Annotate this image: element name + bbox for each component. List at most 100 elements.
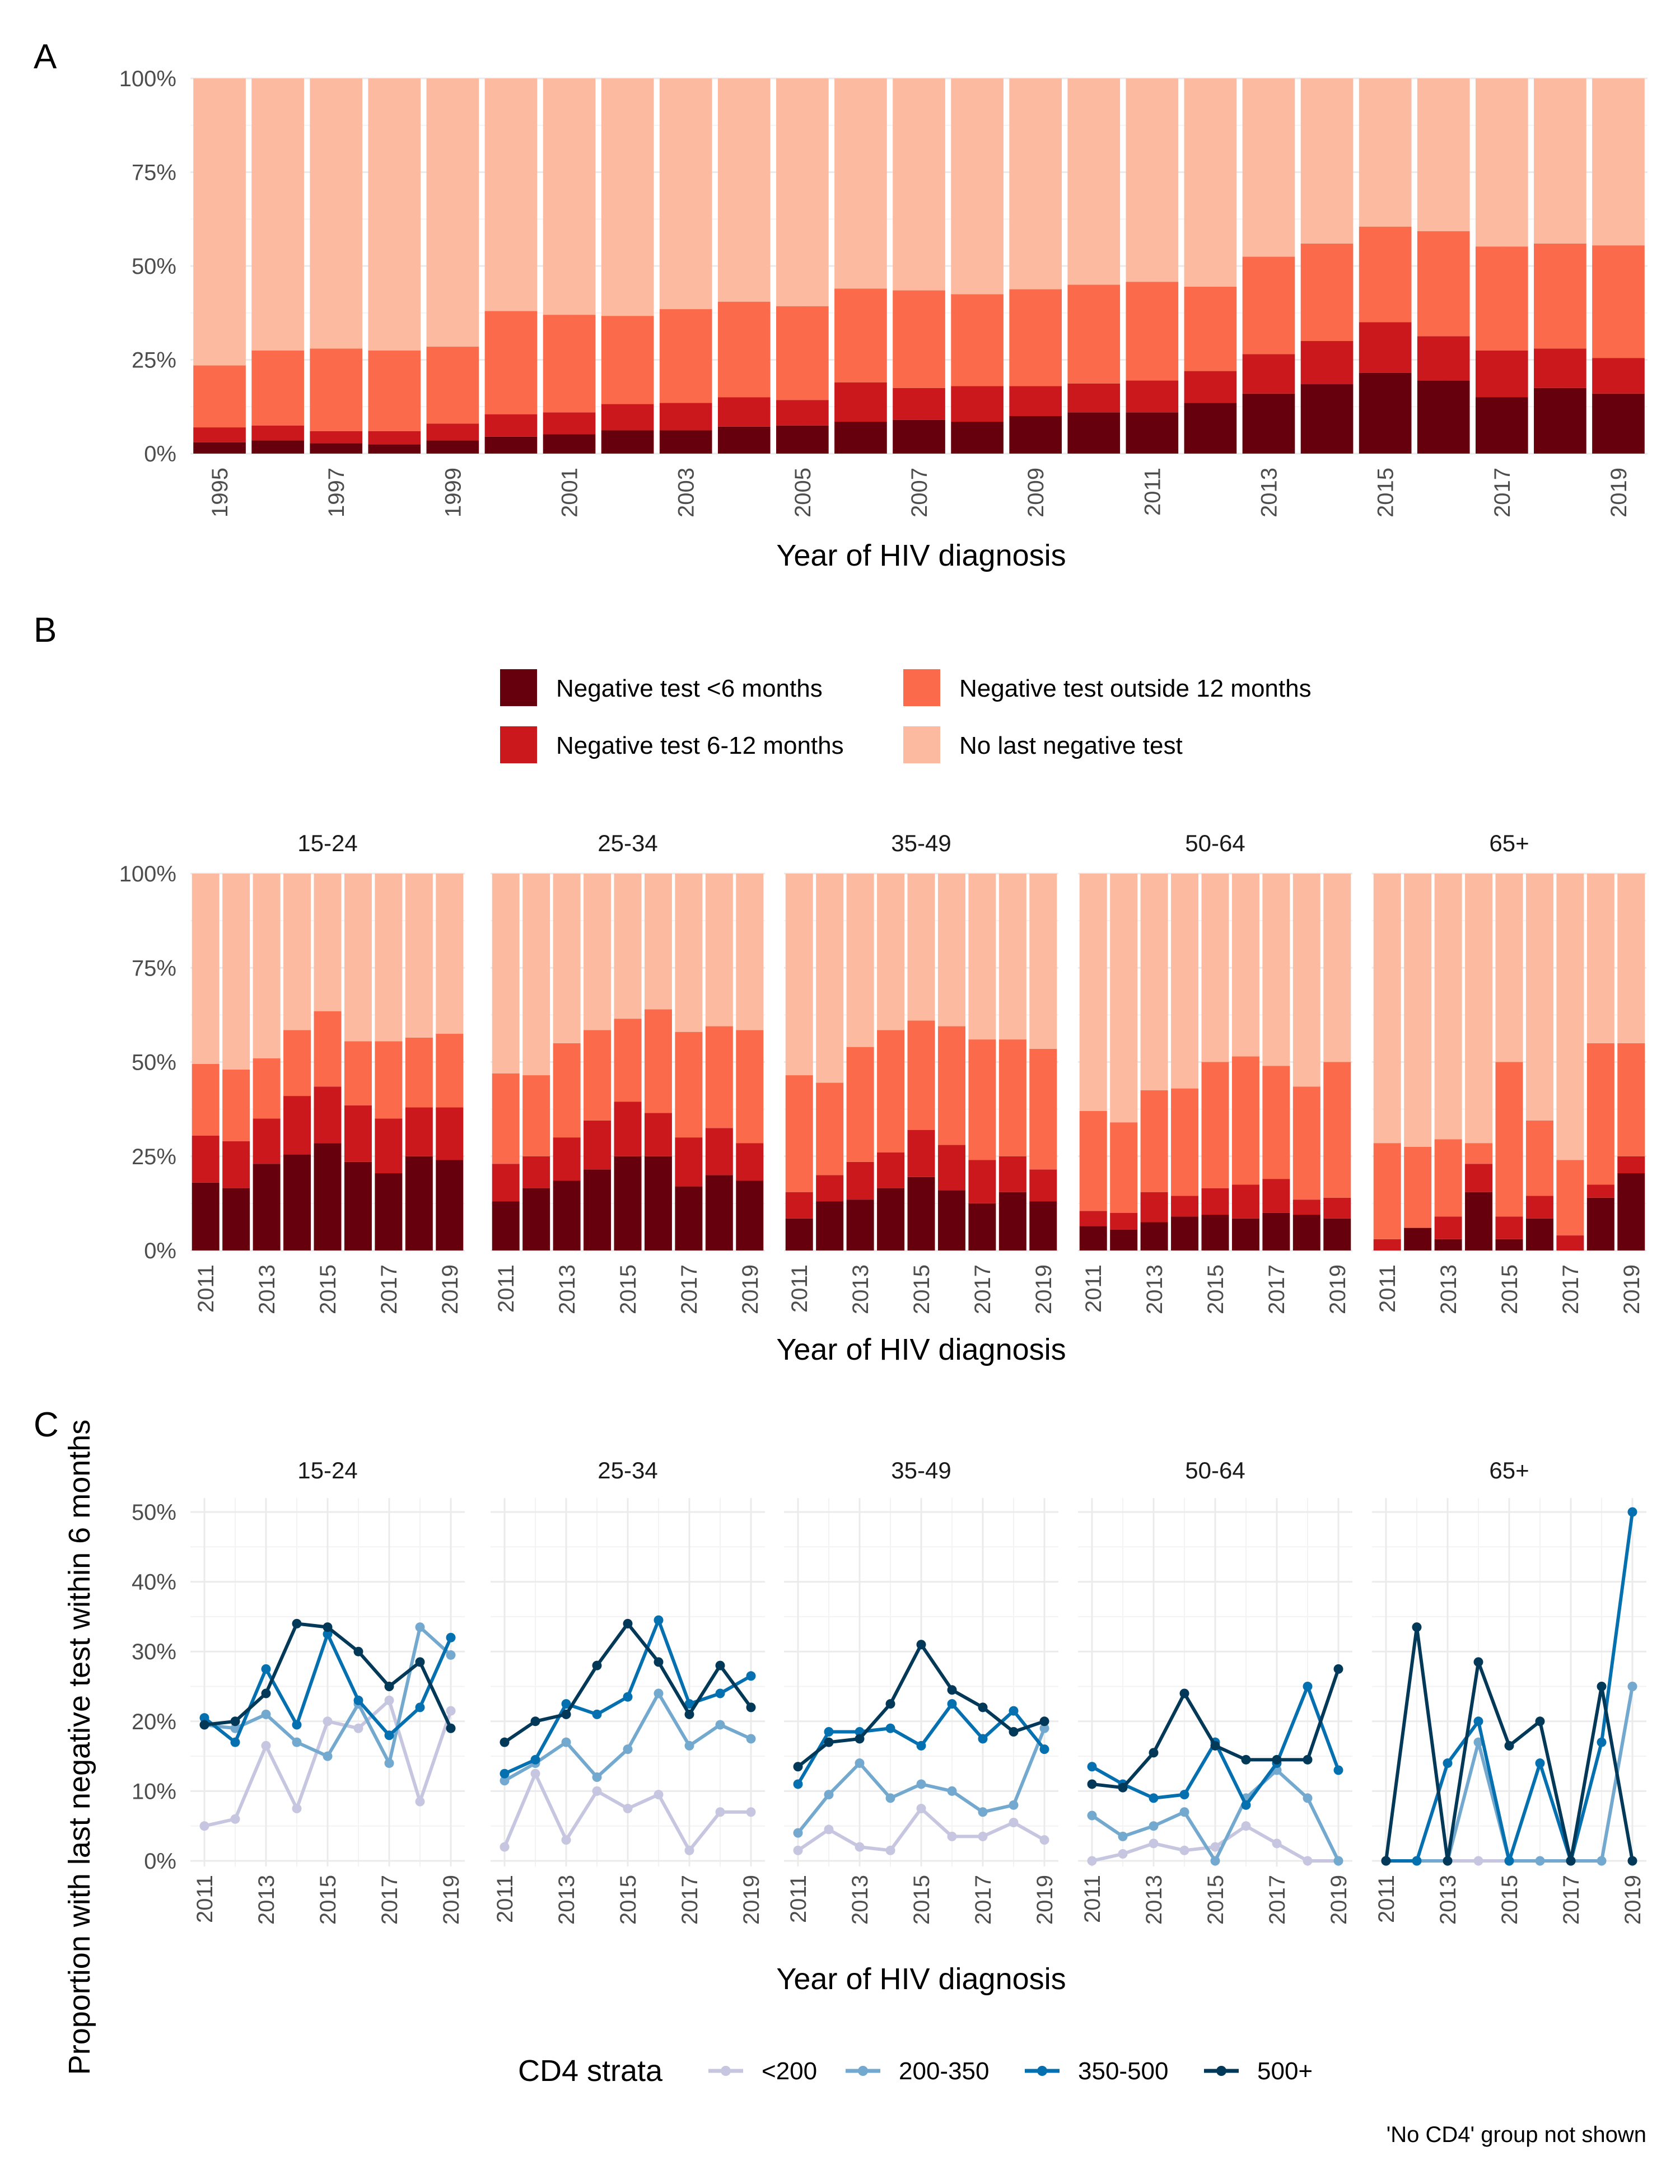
panel-a-bar-2006-negative-test-outside-12-months xyxy=(834,288,887,382)
panel-a-bar-2005-negative-test-6-12-months xyxy=(776,400,829,426)
panel-a-xtick-2015: 2015 xyxy=(1374,468,1398,517)
panel-b-50-64-bar-2011-negative-test-outside-12-months xyxy=(1079,1110,1107,1211)
panel-b-15-24-bar-2016-no-last-negative-test xyxy=(344,874,372,1042)
panel-c-ytick-10pct: 10% xyxy=(132,1779,176,1804)
panel-c-50-64-point-350-500-2013 xyxy=(1149,1793,1159,1803)
panel-c-35-49-point-lt200-2017 xyxy=(978,1831,988,1841)
panel-b-65plus-bar-2019-negative-test-6-12-months xyxy=(1617,1156,1645,1174)
panel-b-65plus-xtick-2013: 2013 xyxy=(1436,1264,1461,1314)
cd4-legend: CD4 strata <200 200-350 350-500 500+ xyxy=(518,2054,1313,2088)
panel-c-50-64-point-500plus-2017 xyxy=(1272,1754,1282,1765)
panel-b-35-49-bar-2014-negative-test-outside-12-months xyxy=(877,1030,905,1153)
panel-b-35-49-bar-2013-no-last-negative-test xyxy=(846,874,874,1047)
panel-c-50-64-point-200-350-2013 xyxy=(1149,1821,1159,1831)
panel-c-25-34-point-500plus-2018 xyxy=(715,1660,725,1670)
panel-b-50-64-bar-2014-negative-test-lt6-months xyxy=(1171,1216,1199,1250)
panel-c-65plus-point-350-500-2013 xyxy=(1443,1758,1453,1768)
panel-b-35-49-bar-2012-negative-test-outside-12-months xyxy=(816,1082,844,1175)
panel-b-50-64-bar-2012-no-last-negative-test xyxy=(1110,874,1138,1123)
panel-c-15-24-point-500plus-2014 xyxy=(292,1618,302,1628)
panel-c-65plus-point-500plus-2018 xyxy=(1597,1682,1607,1691)
panel-c-50-64-xtick-2011: 2011 xyxy=(1080,1875,1105,1923)
panel-c-35-49-point-350-500-2019 xyxy=(1039,1744,1049,1754)
panel-a-bar-1996-negative-test-lt6-months xyxy=(251,440,304,454)
panel-a-xtick-2003: 2003 xyxy=(674,468,699,517)
panel-c-35-49-point-500plus-2011 xyxy=(793,1762,803,1772)
panel-b-25-34-bar-2014-negative-test-6-12-months xyxy=(584,1120,612,1170)
legend-swatch-neg-6-12 xyxy=(500,726,537,763)
panel-c-25-34-xtick-2011: 2011 xyxy=(493,1875,517,1923)
panel-a-bar-2015-negative-test-outside-12-months xyxy=(1359,226,1412,323)
panel-c-15-24-point-lt200-2016 xyxy=(353,1723,363,1733)
panel-b-35-49-bar-2016-no-last-negative-test xyxy=(937,874,965,1026)
panel-b-25-34-bar-2014-negative-test-lt6-months xyxy=(584,1169,612,1250)
panel-a-bar-2005-negative-test-lt6-months xyxy=(776,425,829,454)
panel-c-35-49-point-350-500-2015 xyxy=(916,1740,926,1751)
panel-b-35-49-bar-2016-negative-test-lt6-months xyxy=(937,1190,965,1250)
panel-b-15-24-bar-2015-negative-test-lt6-months xyxy=(314,1143,342,1250)
panel-c-50-64-xtick-2015: 2015 xyxy=(1203,1875,1228,1925)
panel-b-25-34-bar-2015-negative-test-6-12-months xyxy=(614,1102,642,1156)
panel-c-50-64-xtick-2017: 2017 xyxy=(1265,1875,1290,1925)
panel-b-25-34-bar-2019-negative-test-lt6-months xyxy=(736,1180,764,1250)
panel-b-25-34-bar-2017-negative-test-outside-12-months xyxy=(675,1032,703,1138)
panel-c-25-34-point-500plus-2012 xyxy=(530,1716,540,1726)
panel-a-bar-2000-no-last-negative-test xyxy=(484,78,538,311)
panel-c-25-34-xtick-2015: 2015 xyxy=(616,1875,641,1925)
panel-b-15-24-bar-2019-negative-test-6-12-months xyxy=(436,1107,464,1160)
panel-c-ytick-20pct: 20% xyxy=(132,1710,176,1734)
panel-b-50-64-bar-2018-negative-test-outside-12-months xyxy=(1292,1086,1320,1200)
panel-c-65plus-point-200-350-2016 xyxy=(1535,1856,1545,1866)
panel-b-50-64-bar-2016-negative-test-6-12-months xyxy=(1231,1184,1259,1219)
panel-b-15-24-bar-2013-negative-test-6-12-months xyxy=(253,1118,281,1164)
panel-c-35-49-point-200-350-2011 xyxy=(793,1828,803,1838)
panel-a-ytick-100pct: 100% xyxy=(119,67,176,91)
panel-c-25-34-point-500plus-2015 xyxy=(623,1618,633,1628)
panel-b-15-24-xtick-2019: 2019 xyxy=(438,1264,463,1314)
panel-a-xtick-2005: 2005 xyxy=(791,468,815,517)
panel-b-strip-50-64: 50-64 xyxy=(1185,830,1245,856)
panel-b-15-24-bar-2017-negative-test-6-12-months xyxy=(375,1118,403,1174)
panel-c-35-49-point-lt200-2015 xyxy=(916,1804,926,1814)
panel-c-25-34-point-350-500-2014 xyxy=(592,1709,602,1719)
panel-c-50-64-point-200-350-2015 xyxy=(1210,1856,1220,1866)
panel-b-25-34-bar-2018-negative-test-lt6-months xyxy=(705,1175,733,1250)
panel-b-35-49-bar-2011-negative-test-6-12-months xyxy=(785,1192,813,1219)
panel-c-facet-35-49: 35-49 2011 2013 2015 2017 2019 xyxy=(784,1457,1058,1925)
panel-c-65plus-point-500plus-2016 xyxy=(1535,1716,1545,1726)
panel-c-50-64-point-500plus-2016 xyxy=(1241,1754,1251,1765)
panel-c-25-34-point-500plus-2013 xyxy=(561,1709,571,1719)
fill-legend: Negative test <6 months Negative test ou… xyxy=(500,669,1312,763)
panel-b-35-49-bar-2012-negative-test-6-12-months xyxy=(816,1175,844,1202)
panel-c-15-24-point-500plus-2019 xyxy=(446,1723,456,1733)
panel-c-25-34-point-350-500-2012 xyxy=(530,1754,540,1765)
panel-b-35-49-bar-2015-no-last-negative-test xyxy=(907,874,935,1021)
cd4-legend-key-350-500 xyxy=(1025,2066,1060,2076)
panel-c-35-49-xtick-2017: 2017 xyxy=(971,1875,996,1925)
panel-c-15-24-point-500plus-2012 xyxy=(230,1716,240,1726)
panel-b-strip-65plus: 65+ xyxy=(1489,830,1529,856)
panel-b-65plus-bar-2011-negative-test-outside-12-months xyxy=(1373,1143,1401,1239)
panel-b-65plus-xtick-2011: 2011 xyxy=(1375,1264,1400,1313)
panel-c-15-24-point-lt200-2017 xyxy=(384,1695,394,1705)
panel-c-50-64-point-200-350-2018 xyxy=(1303,1793,1313,1803)
panel-b-15-24-xtick-2015: 2015 xyxy=(316,1264,340,1314)
panel-b-50-64-bar-2011-no-last-negative-test xyxy=(1079,874,1107,1111)
panel-c-15-24-point-lt200-2019 xyxy=(446,1706,456,1716)
panel-c-35-49-xtick-2015: 2015 xyxy=(909,1875,934,1925)
panel-c-15-24-point-lt200-2015 xyxy=(323,1716,333,1726)
panel-c-50-64-point-200-350-2011 xyxy=(1087,1810,1097,1821)
panel-a-bar-1997-negative-test-outside-12-months xyxy=(310,348,363,431)
panel-c-15-24-xtick-2015: 2015 xyxy=(316,1875,340,1925)
panel-a-bar-2007-negative-test-outside-12-months xyxy=(893,290,945,388)
panel-c-25-34-point-350-500-2013 xyxy=(561,1699,571,1709)
panel-b-25-34-bar-2019-negative-test-outside-12-months xyxy=(736,1030,764,1144)
panel-b-35-49-bar-2012-no-last-negative-test xyxy=(816,874,844,1083)
cd4-legend-label-lt200: <200 xyxy=(762,2057,817,2085)
panel-c-65plus-point-500plus-2013 xyxy=(1443,1856,1453,1866)
panel-a-bar-2011-negative-test-6-12-months xyxy=(1126,380,1179,413)
panel-b-ytick-50pct: 50% xyxy=(132,1051,176,1075)
panel-a-bar-2015-negative-test-lt6-months xyxy=(1359,372,1412,454)
panel-a-xtick-2011: 2011 xyxy=(1140,468,1165,516)
panel-b-15-24-bar-2018-negative-test-6-12-months xyxy=(405,1107,433,1156)
